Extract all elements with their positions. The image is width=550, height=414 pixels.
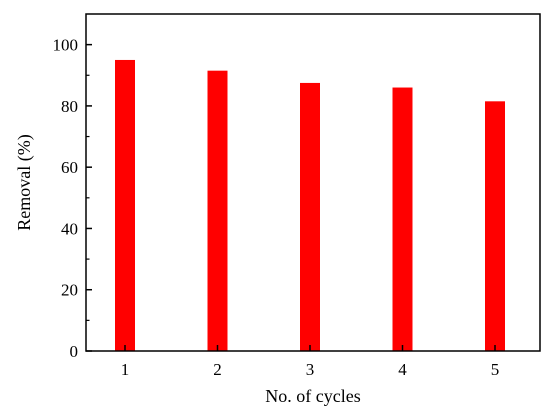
- bar-1: [115, 59, 135, 352]
- y-tick-label-100: 100: [53, 36, 79, 55]
- bar-3: [300, 82, 320, 351]
- bar-4: [392, 87, 413, 351]
- x-tick-label-3: 3: [306, 360, 315, 379]
- x-tick-label-1: 1: [121, 360, 130, 379]
- x-tick-label-2: 2: [213, 360, 222, 379]
- bar-5: [485, 101, 505, 352]
- bar-2: [207, 70, 228, 351]
- y-axis: 0 20 40 60 80 100: [53, 36, 92, 361]
- y-tick-label-0: 0: [70, 342, 79, 361]
- plot-frame: [85, 13, 541, 352]
- y-tick-label-20: 20: [61, 281, 78, 300]
- x-tick-label-5: 5: [491, 360, 500, 379]
- bars-group: [115, 59, 505, 352]
- y-tick-label-40: 40: [61, 219, 78, 238]
- x-axis-title: No. of cycles: [265, 386, 360, 406]
- x-axis: 1 2 3 4 5: [121, 345, 500, 379]
- y-tick-label-60: 60: [61, 158, 78, 177]
- y-axis-title: Removal (%): [14, 134, 35, 230]
- x-tick-label-4: 4: [398, 360, 407, 379]
- y-tick-label-80: 80: [61, 97, 78, 116]
